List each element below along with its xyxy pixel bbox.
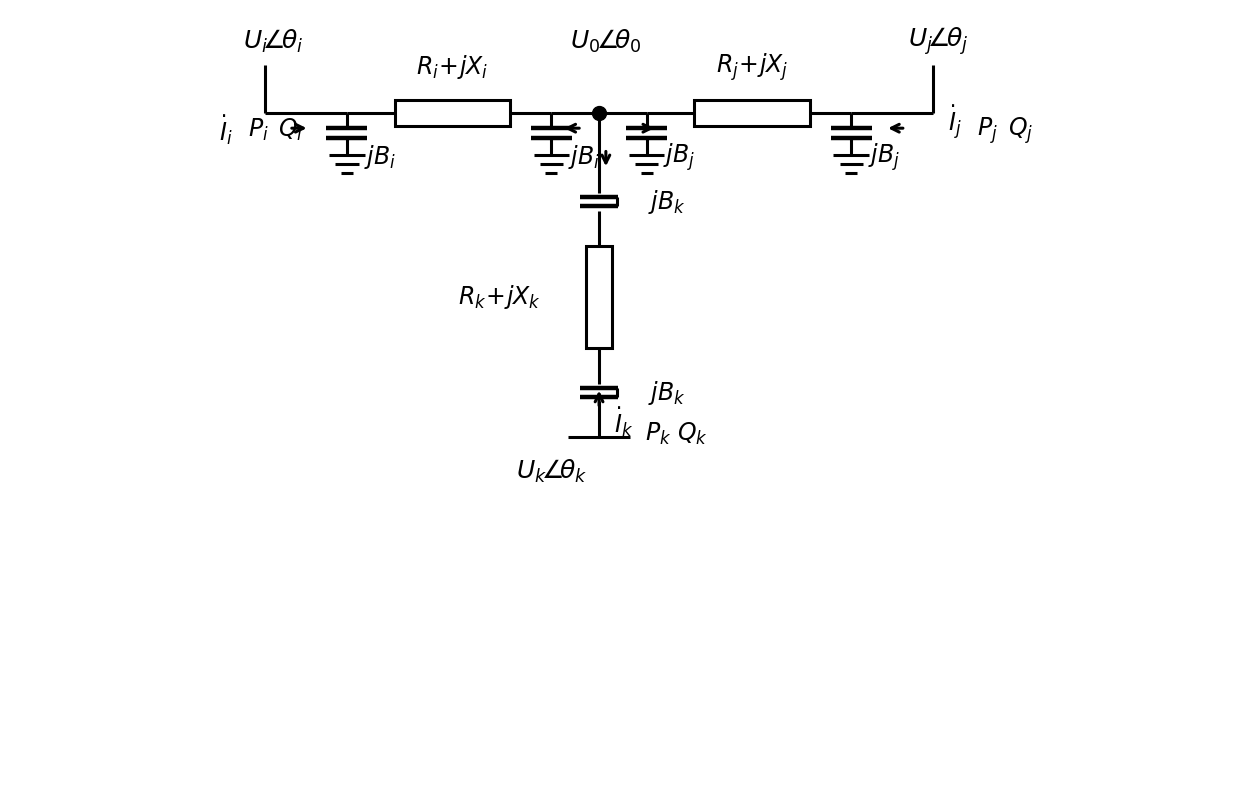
Text: $P_j$: $P_j$: [978, 115, 997, 146]
Bar: [586, 246, 612, 348]
Text: $Q_k$: $Q_k$: [678, 421, 709, 447]
Text: $Q_j$: $Q_j$: [1007, 115, 1033, 146]
Text: $\dot{I}_k$: $\dot{I}_k$: [615, 405, 633, 439]
Text: $jB_k$: $jB_k$: [648, 379, 685, 406]
Bar: [395, 101, 510, 126]
Text: $jB_i$: $jB_i$: [364, 143, 395, 172]
Text: $jB_j$: $jB_j$: [663, 142, 695, 173]
Text: $P_i$: $P_i$: [248, 117, 269, 143]
Text: $Q_i$: $Q_i$: [279, 117, 304, 143]
Text: $\dot{I}_j$: $\dot{I}_j$: [948, 104, 961, 142]
Text: $P_k$: $P_k$: [646, 421, 672, 447]
Bar: [694, 101, 810, 126]
Text: $R_k\!+\!jX_k$: $R_k\!+\!jX_k$: [458, 284, 541, 311]
Text: $U_k\!\angle\!\theta_k$: $U_k\!\angle\!\theta_k$: [515, 457, 587, 485]
Text: $\dot{I}_i$: $\dot{I}_i$: [219, 113, 233, 147]
Text: $U_j\!\angle\!\theta_j$: $U_j\!\angle\!\theta_j$: [908, 26, 969, 58]
Text: $R_i\!+\!jX_i$: $R_i\!+\!jX_i$: [416, 53, 488, 81]
Text: $jB_k$: $jB_k$: [648, 188, 685, 215]
Text: $jB_i$: $jB_i$: [569, 143, 600, 172]
Text: $R_j\!+\!jX_j$: $R_j\!+\!jX_j$: [716, 51, 788, 82]
Text: $jB_j$: $jB_j$: [867, 142, 900, 173]
Text: $U_i\!\angle\!\theta_i$: $U_i\!\angle\!\theta_i$: [243, 28, 304, 55]
Text: $U_0\!\angle\!\theta_0$: $U_0\!\angle\!\theta_0$: [570, 28, 642, 55]
